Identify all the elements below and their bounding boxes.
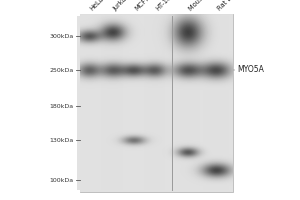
Text: Rat brain: Rat brain <box>216 0 242 12</box>
FancyBboxPatch shape <box>203 16 229 190</box>
FancyBboxPatch shape <box>175 16 200 190</box>
Text: HeLa: HeLa <box>88 0 105 12</box>
Text: 180kDa: 180kDa <box>50 104 74 108</box>
Text: 130kDa: 130kDa <box>49 138 74 142</box>
FancyBboxPatch shape <box>101 16 124 190</box>
Text: Mouse spleen: Mouse spleen <box>188 0 224 12</box>
Text: Jurkat: Jurkat <box>112 0 130 12</box>
FancyBboxPatch shape <box>123 16 144 190</box>
Text: HT-1080: HT-1080 <box>154 0 178 12</box>
FancyBboxPatch shape <box>144 16 165 190</box>
Text: MYO5A: MYO5A <box>234 66 264 74</box>
Text: MCF7: MCF7 <box>134 0 151 12</box>
FancyBboxPatch shape <box>80 14 232 192</box>
Text: 250kDa: 250kDa <box>49 68 74 72</box>
FancyBboxPatch shape <box>77 16 100 190</box>
Text: 300kDa: 300kDa <box>49 33 74 38</box>
Text: 100kDa: 100kDa <box>50 178 74 182</box>
